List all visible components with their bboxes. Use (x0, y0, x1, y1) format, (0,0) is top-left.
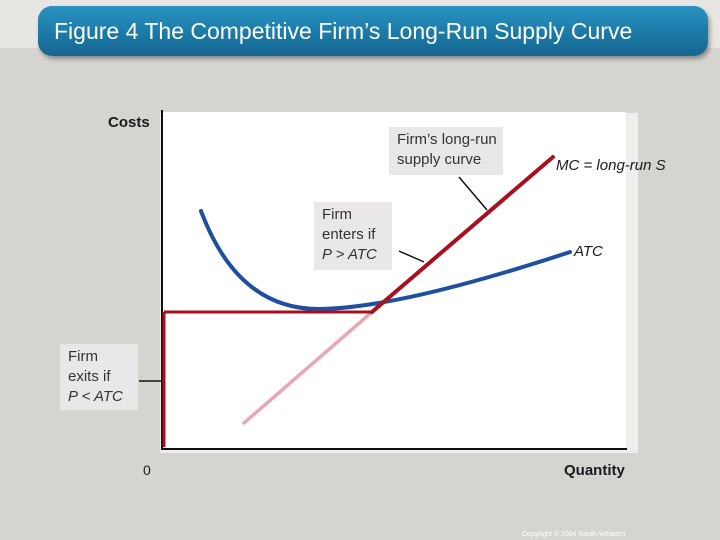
exit-callout-line-2: exits if (68, 368, 111, 385)
atc-curve (199, 209, 572, 312)
slide-title: Figure 4 The Competitive Firm’s Long-Run… (54, 18, 633, 44)
supply-callout-pointer (458, 176, 488, 211)
exit-callout-line-1: Firm (68, 348, 98, 365)
slide-title-bar: Figure 4 The Competitive Firm’s Long-Run… (38, 6, 708, 56)
enter-callout: Firm enters if P > ATC (314, 202, 392, 270)
atc-curve-label: ATC (574, 243, 603, 260)
mc-curve-lower-segment (242, 310, 374, 425)
exit-callout: Firm exits if P < ATC (60, 344, 138, 410)
y-axis-label: Costs (108, 114, 150, 131)
supply-callout-line-1: Firm’s long-run (397, 131, 497, 148)
enter-callout-pointer (398, 250, 425, 263)
supply-callout: Firm’s long-run supply curve (389, 127, 503, 175)
enter-callout-line-2: enters if (322, 226, 376, 243)
supply-callout-line-2: supply curve (397, 151, 482, 168)
exit-callout-condition: P < ATC (68, 388, 123, 405)
mc-curve-label: MC = long-run S (556, 157, 666, 174)
origin-label: 0 (143, 462, 151, 478)
mc-curve-upper-segment (370, 155, 555, 314)
enter-callout-condition: P > ATC (322, 246, 377, 263)
copyright-notice: Copyright © 2004 South-Western (522, 531, 626, 538)
enter-callout-line-1: Firm (322, 206, 352, 223)
x-axis-label: Quantity (564, 462, 625, 479)
